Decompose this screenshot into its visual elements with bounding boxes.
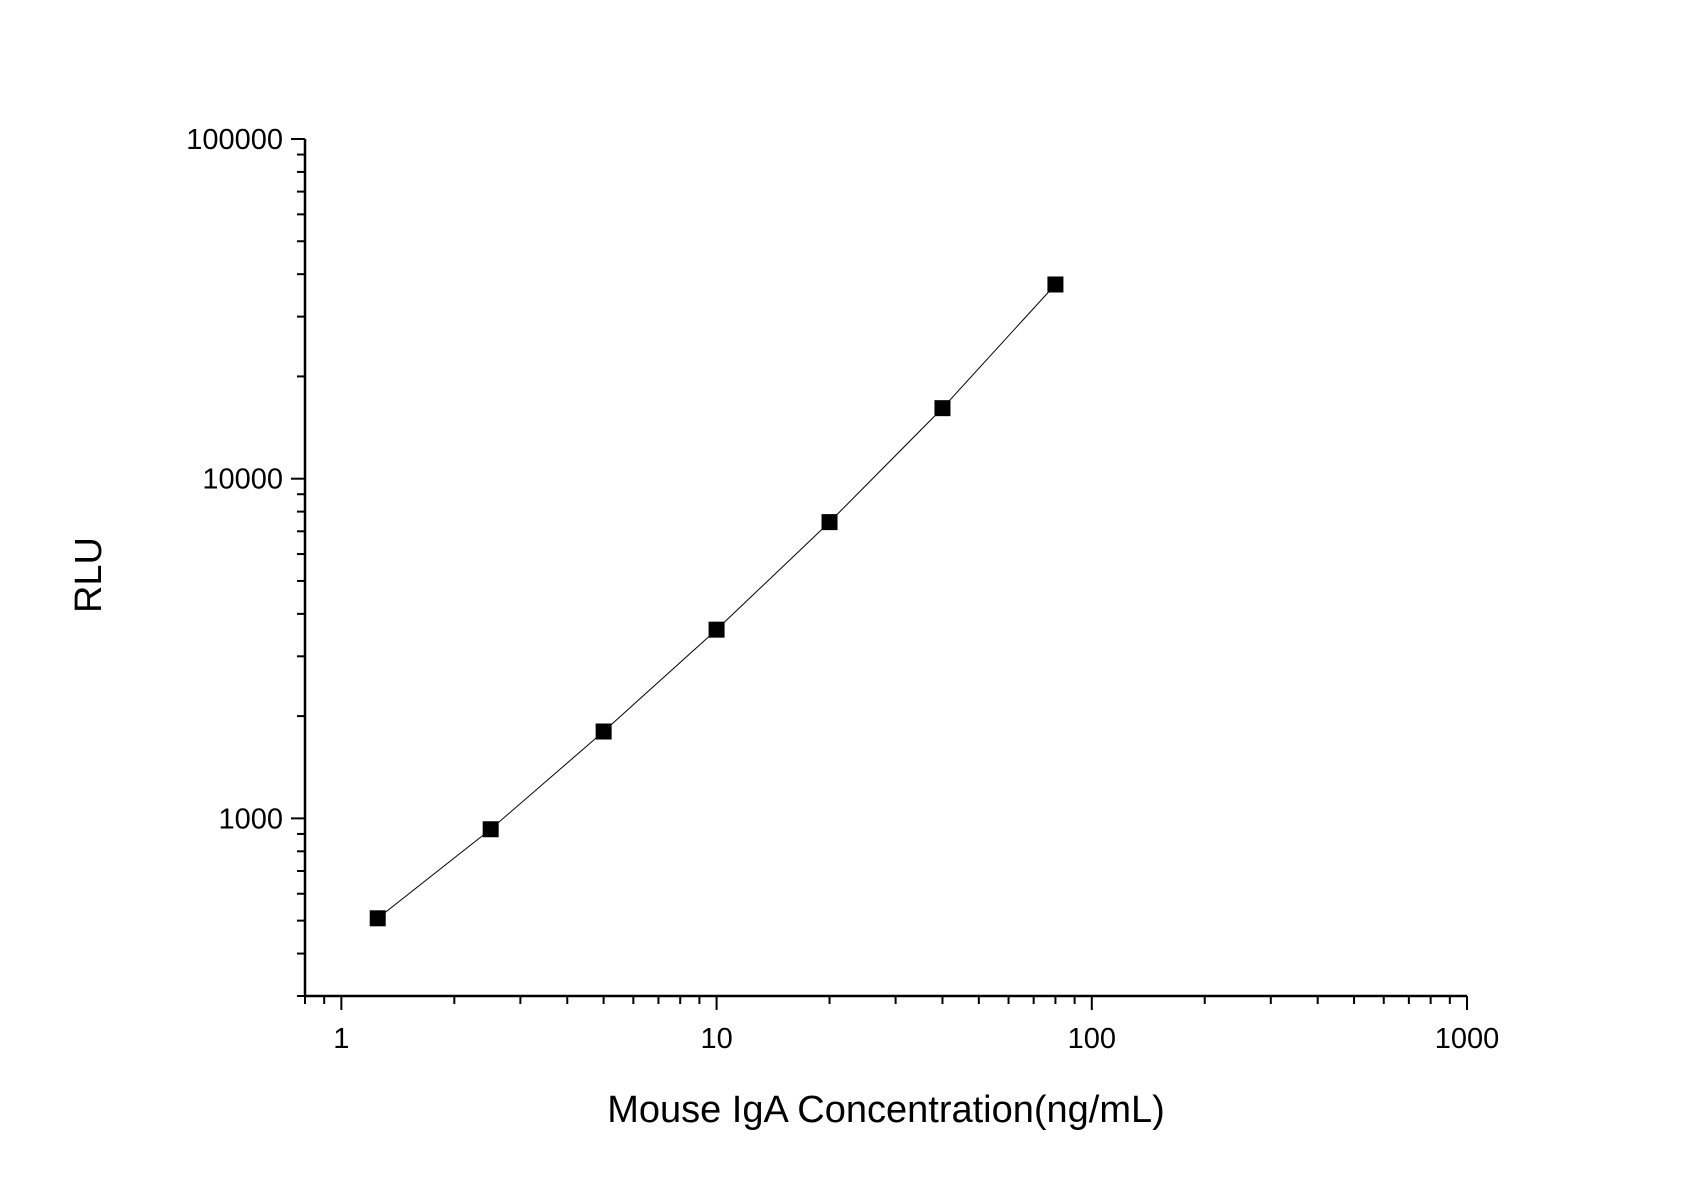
data-point bbox=[1047, 276, 1064, 293]
data-point bbox=[821, 514, 838, 531]
y-axis-label: RLU bbox=[68, 537, 110, 613]
ticks: 1000 10000 100000 1 10 100 1000 bbox=[186, 124, 1499, 1055]
fit-curve bbox=[377, 284, 1056, 919]
x-tick-label: 1 bbox=[333, 1023, 349, 1055]
data-point bbox=[482, 821, 499, 838]
y-tick-label: 10000 bbox=[202, 464, 283, 496]
y-tick-label: 100000 bbox=[186, 124, 283, 156]
y-tick-label: 1000 bbox=[218, 803, 283, 835]
series bbox=[369, 276, 1064, 927]
data-point bbox=[369, 910, 386, 927]
data-point bbox=[934, 400, 951, 417]
data-point bbox=[708, 621, 725, 638]
data-point bbox=[595, 723, 612, 740]
x-tick-label: 1000 bbox=[1435, 1023, 1500, 1055]
x-axis-label: Mouse IgA Concentration(ng/mL) bbox=[607, 1089, 1165, 1131]
axes bbox=[303, 139, 1467, 998]
x-tick-label: 100 bbox=[1068, 1023, 1116, 1055]
x-tick-label: 10 bbox=[700, 1023, 732, 1055]
